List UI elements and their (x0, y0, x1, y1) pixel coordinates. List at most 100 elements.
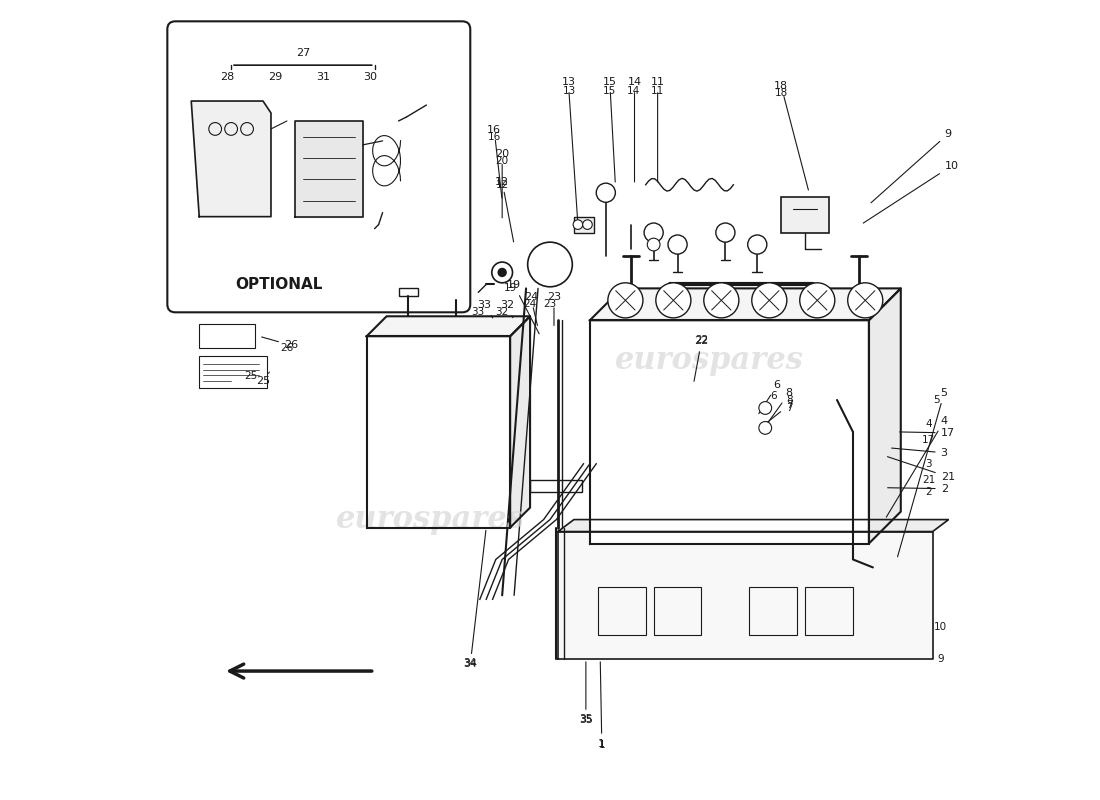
Text: 10: 10 (864, 161, 958, 223)
Text: 20: 20 (496, 156, 508, 166)
Text: 24: 24 (524, 299, 537, 310)
Text: 30: 30 (364, 72, 377, 82)
Text: 16: 16 (487, 132, 500, 142)
Bar (653, 587, 702, 635)
Text: 18: 18 (774, 81, 808, 190)
Polygon shape (558, 519, 948, 531)
Text: 23: 23 (547, 292, 561, 326)
Text: eurospares: eurospares (615, 345, 804, 376)
Text: 2: 2 (925, 486, 932, 497)
Circle shape (608, 283, 642, 318)
Circle shape (668, 235, 688, 254)
Text: 3: 3 (892, 448, 947, 458)
Text: 8: 8 (763, 388, 793, 430)
Text: 6: 6 (770, 391, 777, 401)
Text: 33: 33 (472, 307, 485, 318)
Polygon shape (558, 531, 933, 659)
Circle shape (498, 269, 506, 277)
Text: 5: 5 (933, 395, 940, 405)
Text: 35: 35 (579, 662, 593, 725)
Bar (781, 197, 829, 233)
Circle shape (716, 223, 735, 242)
Circle shape (573, 220, 583, 230)
Bar (199, 324, 255, 348)
Text: 7: 7 (785, 403, 792, 413)
Bar (597, 587, 646, 635)
Polygon shape (366, 316, 530, 336)
Polygon shape (590, 320, 869, 543)
Text: eurospares: eurospares (336, 504, 525, 535)
Polygon shape (191, 101, 271, 217)
Text: 32: 32 (499, 300, 514, 318)
Circle shape (583, 220, 592, 230)
Text: 7: 7 (768, 400, 793, 422)
Text: 31: 31 (316, 72, 330, 82)
Bar (399, 288, 418, 296)
Polygon shape (869, 288, 901, 543)
Circle shape (748, 235, 767, 254)
Text: 26: 26 (262, 337, 298, 350)
Text: 34: 34 (463, 530, 486, 669)
Text: 14: 14 (627, 77, 641, 182)
Text: 12: 12 (495, 180, 509, 190)
Text: 3: 3 (925, 458, 932, 469)
Text: 18: 18 (774, 88, 788, 98)
Circle shape (492, 262, 513, 283)
Text: 1: 1 (598, 740, 605, 750)
Polygon shape (366, 336, 510, 527)
Polygon shape (295, 121, 363, 217)
Text: 11: 11 (650, 77, 664, 182)
Text: 4: 4 (925, 419, 932, 429)
Circle shape (645, 223, 663, 242)
Text: 26: 26 (280, 343, 294, 353)
Circle shape (848, 283, 883, 318)
Text: 25: 25 (256, 372, 271, 386)
Text: 27: 27 (296, 48, 310, 58)
Text: 22: 22 (694, 336, 708, 382)
Circle shape (751, 283, 786, 318)
Bar (749, 587, 798, 635)
Text: 5: 5 (898, 388, 947, 557)
Text: 23: 23 (543, 299, 557, 310)
Text: 16: 16 (487, 125, 502, 198)
Text: 21: 21 (888, 457, 955, 482)
Circle shape (656, 283, 691, 318)
Text: 25: 25 (244, 371, 257, 381)
Text: 22: 22 (695, 335, 708, 346)
Circle shape (596, 183, 615, 202)
Text: 19: 19 (504, 283, 517, 294)
Bar (530, 480, 582, 492)
Text: 4: 4 (887, 416, 948, 518)
Text: 15: 15 (603, 77, 617, 182)
Circle shape (759, 422, 771, 434)
Bar (574, 217, 594, 233)
Bar (199, 356, 267, 388)
Text: 12: 12 (495, 177, 514, 242)
Text: 9: 9 (871, 129, 952, 203)
Circle shape (759, 402, 771, 414)
Text: 20: 20 (495, 149, 509, 218)
Text: 9: 9 (937, 654, 944, 664)
Text: 24: 24 (524, 292, 538, 326)
FancyBboxPatch shape (167, 22, 471, 312)
Text: 10: 10 (934, 622, 947, 632)
Circle shape (647, 238, 660, 251)
Text: 34: 34 (464, 658, 477, 668)
Polygon shape (590, 288, 901, 320)
Text: 15: 15 (603, 86, 616, 96)
Text: 14: 14 (627, 86, 640, 96)
Circle shape (704, 283, 739, 318)
Text: 28: 28 (220, 72, 234, 82)
Polygon shape (510, 316, 530, 527)
Text: 19: 19 (507, 280, 539, 334)
Bar (849, 292, 869, 304)
Text: 32: 32 (495, 307, 509, 318)
Text: 13: 13 (561, 77, 578, 222)
Text: 1: 1 (598, 662, 605, 749)
Circle shape (800, 283, 835, 318)
Text: 21: 21 (922, 474, 935, 485)
Text: 17: 17 (922, 435, 935, 445)
Text: 35: 35 (580, 714, 593, 724)
Text: OPTIONAL: OPTIONAL (235, 278, 322, 292)
Text: 11: 11 (651, 86, 664, 96)
